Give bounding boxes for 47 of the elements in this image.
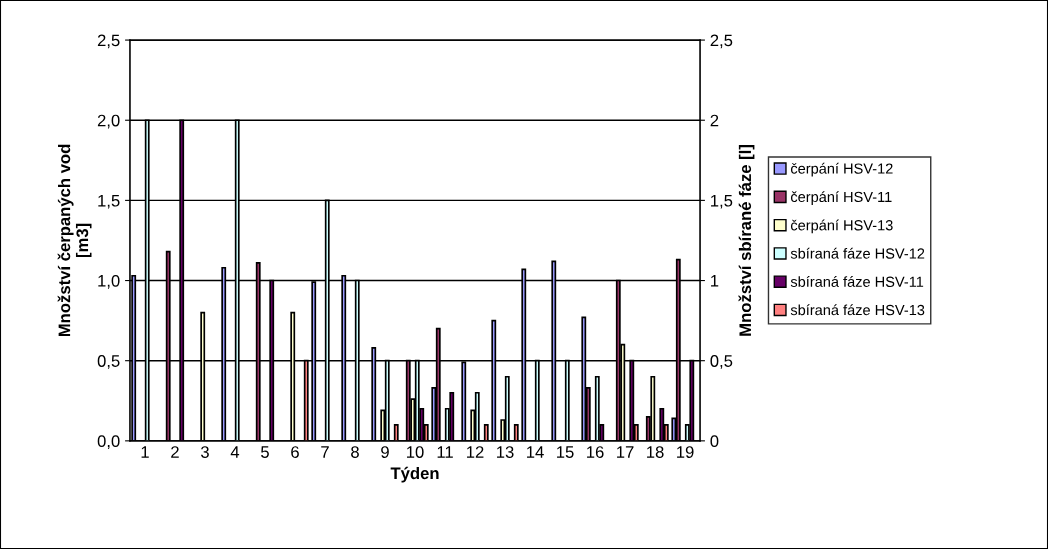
x-tick-label: 11 [437,446,453,458]
y2-tick-label: 1,5 [711,194,733,209]
x-tick-label: 18 [647,446,664,458]
y-tick-label: 1,5 [98,194,120,209]
y2-tick-label: 2,5 [710,34,733,49]
y-axis-title: Množství čerpaných vod [m3] [57,144,92,337]
bar [449,391,455,441]
x-tick-label: 17 [617,446,634,458]
bar [659,407,665,441]
bar [594,375,600,441]
x-tick-label: 3 [200,446,209,458]
y2-tick-label: 0 [710,435,719,448]
bar [393,423,399,441]
y2-tick-label: 1 [711,275,719,287]
legend-label: čerpání HSV-13 [790,219,893,234]
x-tick-label: 13 [497,446,514,458]
y-tick-label: 2,0 [97,114,120,129]
legend-label: sbíraná fáze HSV-11 [790,276,924,287]
y-tick-label: 0,5 [97,355,120,369]
x-tick-label: 7 [321,446,329,458]
bar [513,423,519,441]
x-tick-label: 6 [291,446,299,458]
y-tick-label: 2,5 [97,34,120,49]
x-tick-label: 5 [261,446,269,458]
x-tick-label: 12 [467,446,484,458]
x-tick-label: 15 [557,446,574,458]
x-tick-label: 4 [230,446,240,458]
legend-label: čerpání HSV-12 [790,162,893,177]
legend-label: sbíraná fáze HSV-13 [790,304,925,316]
x-tick-label: 8 [351,446,359,458]
y-tick-label: 0,0 [97,435,120,450]
y2-tick-label: 0,5 [710,355,733,369]
bar [483,423,489,441]
x-tick-label: 19 [677,446,694,458]
x-tick-label: 9 [381,446,389,458]
x-tick-label: 1 [141,446,149,458]
x-tick-label: 2 [171,446,179,458]
y2-tick-label: 2 [710,114,719,127]
x-tick-label: 16 [587,446,604,458]
x-axis-title: Týden [390,466,439,483]
legend-label: čerpání HSV-11 [790,191,892,205]
legend-label: sbíraná fáze HSV-12 [790,247,925,259]
x-tick-label: 14 [527,446,544,458]
bar [504,375,510,441]
y2-axis-title: Množství sbírané fáze [l] [738,145,755,336]
y-tick-label: 1,0 [98,274,120,289]
x-tick-label: 10 [407,446,424,458]
